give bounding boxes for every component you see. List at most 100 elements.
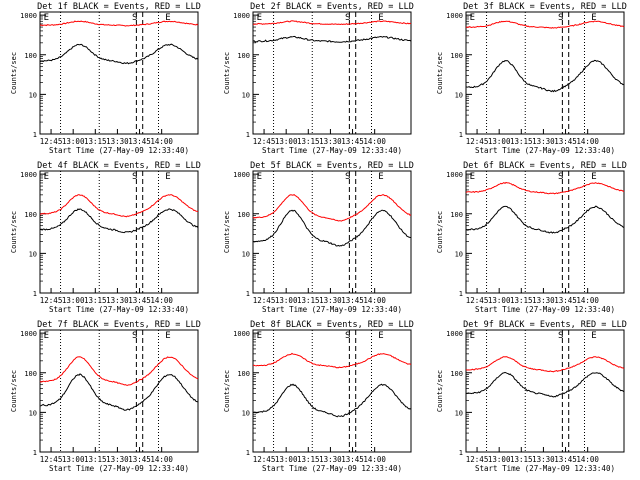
x-tick-label: 13:30 [319,455,342,464]
detector-panel-6: Det 6f BLACK = Events, RED = LLD 1 10 100 10… [436,161,627,314]
x-tick-label: 14:00 [576,296,599,305]
y-tick-label: 10 [242,250,250,258]
x-tick-label: 13:30 [106,137,129,146]
y-tick-label: 10 [455,91,463,99]
lld-series-line [253,352,412,369]
marker-letter: E [378,172,383,182]
plot-frame [465,329,625,453]
x-axis-label: Start Time (27-May-09 12:33:40) [49,464,189,473]
plot-frame [252,329,412,453]
marker-letter: S [558,331,563,341]
y-tick-label: 10 [455,409,463,417]
x-tick-label: 13:15 [297,455,320,464]
y-tick-label: 1 [459,290,463,298]
x-tick-label: 14:00 [150,137,173,146]
plot-frame [252,170,412,294]
marker-letter: E [378,331,383,341]
events-series-line [252,35,412,43]
detector-panel-8: Det 8f BLACK = Events, RED = LLD 1 10 100 10… [223,320,414,473]
x-tick-label: 14:00 [363,296,386,305]
x-tick-label: 13:00 [62,296,85,305]
panel-title: Det 8f BLACK = Events, RED = LLD [250,320,414,330]
plot-frame [39,329,199,453]
x-tick-label: 13:30 [532,296,555,305]
panel-title: Det 3f BLACK = Events, RED = LLD [463,2,627,12]
y-axis-label: Counts/sec [223,370,231,412]
x-tick-label: 12:45 [466,455,489,464]
marker-letter: E [44,13,49,23]
y-tick-label: 100 [24,211,37,219]
plot-frame [39,170,199,294]
marker-letter: E [165,172,170,182]
marker-letter: E [591,172,596,182]
y-tick-label: 10 [242,91,250,99]
x-tick-label: 12:45 [466,137,489,146]
x-tick-label: 13:45 [554,296,577,305]
marker-letter: E [257,13,262,23]
y-tick-label: 1 [246,131,250,139]
y-tick-label: 1 [33,449,37,457]
x-tick-label: 13:45 [554,137,577,146]
x-tick-label: 13:30 [532,455,555,464]
marker-letter: S [558,172,563,182]
x-tick-label: 13:45 [341,455,364,464]
y-tick-label: 1 [246,290,250,298]
y-tick-label: 10 [29,91,37,99]
y-axis-label: Counts/sec [10,211,18,253]
y-axis-label: Counts/sec [223,52,231,94]
plot-frame [465,11,625,135]
x-tick-label: 13:15 [510,455,533,464]
marker-letter: S [345,13,350,23]
marker-letter: E [591,331,596,341]
x-tick-label: 13:45 [128,455,151,464]
y-tick-label: 100 [450,211,463,219]
x-tick-label: 13:00 [62,137,85,146]
lld-series-line [252,193,412,222]
panel-title: Det 9f BLACK = Events, RED = LLD [463,320,627,330]
x-axis-label: Start Time (27-May-09 12:33:40) [262,305,402,314]
marker-letter: E [257,172,262,182]
plot-frame [465,170,625,294]
x-tick-label: 12:45 [253,296,276,305]
y-tick-label: 100 [237,370,250,378]
detector-panel-4: Det 4f BLACK = Events, RED = LLD 1 10 100 10… [10,161,201,314]
y-tick-label: 1000 [20,12,37,20]
lld-series-line [253,20,412,26]
y-axis-label: Counts/sec [436,370,444,412]
x-tick-label: 12:45 [253,455,276,464]
marker-letter: E [470,13,475,23]
y-tick-label: 1000 [446,12,463,20]
x-tick-label: 14:00 [363,455,386,464]
y-tick-label: 1000 [446,330,463,338]
marker-letter: E [44,172,49,182]
events-series-line [39,208,199,234]
events-series-line [39,43,199,65]
y-tick-label: 1 [246,449,250,457]
x-tick-label: 14:00 [576,455,599,464]
panel-title: Det 5f BLACK = Events, RED = LLD [250,161,414,171]
detector-panel-3: Det 3f BLACK = Events, RED = LLD 1 10 100 10… [436,2,627,155]
y-tick-label: 1 [459,131,463,139]
x-tick-label: 13:15 [84,296,107,305]
y-tick-label: 1000 [233,12,250,20]
panel-title: Det 1f BLACK = Events, RED = LLD [37,2,201,12]
y-tick-label: 10 [242,409,250,417]
events-series-line [465,371,625,398]
x-tick-label: 13:00 [488,296,511,305]
y-tick-label: 1000 [446,171,463,179]
y-tick-label: 1 [459,449,463,457]
x-tick-label: 12:45 [466,296,489,305]
y-tick-label: 1000 [20,171,37,179]
x-tick-label: 14:00 [576,137,599,146]
x-tick-label: 13:15 [297,296,320,305]
x-tick-label: 13:45 [341,296,364,305]
x-tick-label: 13:15 [84,455,107,464]
panel-title: Det 2f BLACK = Events, RED = LLD [250,2,414,12]
plot-frame [39,11,199,135]
x-tick-label: 12:45 [40,137,63,146]
x-axis-label: Start Time (27-May-09 12:33:40) [475,464,615,473]
y-tick-label: 100 [450,370,463,378]
marker-letter: S [558,13,563,23]
x-tick-label: 13:30 [106,296,129,305]
panel-title: Det 7f BLACK = Events, RED = LLD [37,320,201,330]
